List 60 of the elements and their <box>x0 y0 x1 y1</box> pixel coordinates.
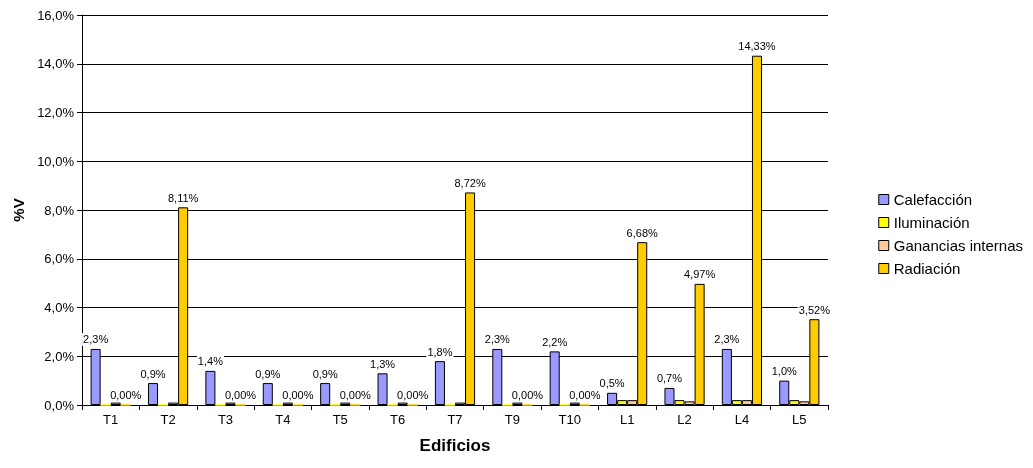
data-label: 0,00% <box>397 389 429 401</box>
data-label: 2,3% <box>714 333 740 346</box>
data-label: 2,3% <box>83 333 109 346</box>
data-label: 6,68% <box>626 226 659 239</box>
x-tick-label: L5 <box>792 412 807 427</box>
data-label: 0,00% <box>569 389 601 401</box>
data-label: 3,52% <box>798 303 831 316</box>
y-tick-label: 2,0% <box>44 348 75 364</box>
y-tick-label: 16,0% <box>37 7 75 23</box>
data-label: 0,9% <box>140 367 166 380</box>
y-tick-label: 8,0% <box>44 202 75 218</box>
data-label: 0,00% <box>339 389 372 401</box>
bar <box>262 383 273 405</box>
x-tick-label: L2 <box>677 412 692 427</box>
data-label: 0,9% <box>255 367 281 380</box>
bar <box>147 383 159 405</box>
x-tick-label: L1 <box>619 412 635 427</box>
legend-label: Radiación <box>893 260 961 277</box>
y-tick-label: 4,0% <box>44 300 75 315</box>
x-tick-label: L4 <box>734 412 750 427</box>
data-label: 1,4% <box>197 355 224 368</box>
x-tick-label: T6 <box>390 412 406 427</box>
data-label: 1,0% <box>771 365 797 378</box>
x-tick-label: T3 <box>217 412 234 427</box>
data-label: 8,72% <box>454 176 486 189</box>
y-tick-label: 0,0% <box>44 397 75 413</box>
bar <box>434 361 445 405</box>
x-axis-title: Edificios <box>419 436 491 455</box>
x-tick-label: T5 <box>332 412 348 427</box>
bar <box>205 370 216 405</box>
legend-label: Calefacción <box>893 191 973 208</box>
data-label: 8,11% <box>167 191 199 204</box>
data-label: 14,33% <box>738 40 776 53</box>
bar <box>377 373 388 405</box>
y-tick-label: 6,0% <box>44 251 75 267</box>
y-axis-title: %V <box>10 198 27 222</box>
data-label: 0,00% <box>282 389 314 401</box>
data-label: 4,97% <box>684 268 716 281</box>
data-label: 0,9% <box>312 367 338 380</box>
data-label: 0,7% <box>656 372 683 385</box>
y-tick-label: 12,0% <box>37 105 75 120</box>
legend-label: Ganancias internas <box>893 237 1024 254</box>
bar <box>320 383 331 405</box>
x-tick-label: T9 <box>504 412 520 427</box>
y-tick-label: 10,0% <box>37 153 75 169</box>
data-label: 1,8% <box>427 345 453 358</box>
x-tick-label: T10 <box>558 412 581 427</box>
data-label: 2,3% <box>484 333 511 346</box>
data-label: 0,5% <box>599 377 625 390</box>
legend-label: Iluminación <box>893 214 970 231</box>
data-label: 0,00% <box>224 389 257 401</box>
data-label: 1,3% <box>370 357 396 370</box>
x-tick-label: T2 <box>160 412 176 427</box>
y-tick-label: 14,0% <box>37 56 75 72</box>
x-tick-label: T4 <box>275 412 291 427</box>
x-tick-label: T7 <box>447 412 463 427</box>
data-label: 2,2% <box>542 335 568 348</box>
data-label: 0,00% <box>511 389 544 401</box>
data-label: 0,00% <box>110 389 142 401</box>
x-tick-label: T1 <box>103 412 119 427</box>
